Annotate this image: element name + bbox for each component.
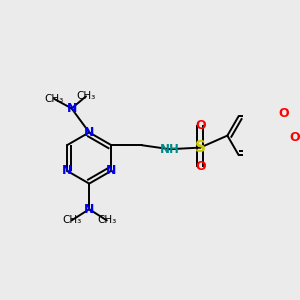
- Text: O: O: [278, 107, 289, 120]
- Text: N: N: [66, 102, 77, 115]
- Text: O: O: [195, 119, 206, 132]
- Text: CH₃: CH₃: [97, 215, 116, 225]
- Text: CH₃: CH₃: [44, 94, 64, 104]
- Text: N: N: [62, 164, 72, 177]
- Text: O: O: [195, 160, 206, 173]
- Text: CH₃: CH₃: [76, 92, 96, 101]
- Text: S: S: [195, 140, 206, 155]
- Text: NH: NH: [160, 143, 180, 156]
- Text: N: N: [84, 126, 94, 139]
- Text: N: N: [84, 203, 94, 216]
- Text: N: N: [106, 164, 117, 177]
- Text: O: O: [289, 131, 300, 145]
- Text: CH₃: CH₃: [62, 215, 81, 225]
